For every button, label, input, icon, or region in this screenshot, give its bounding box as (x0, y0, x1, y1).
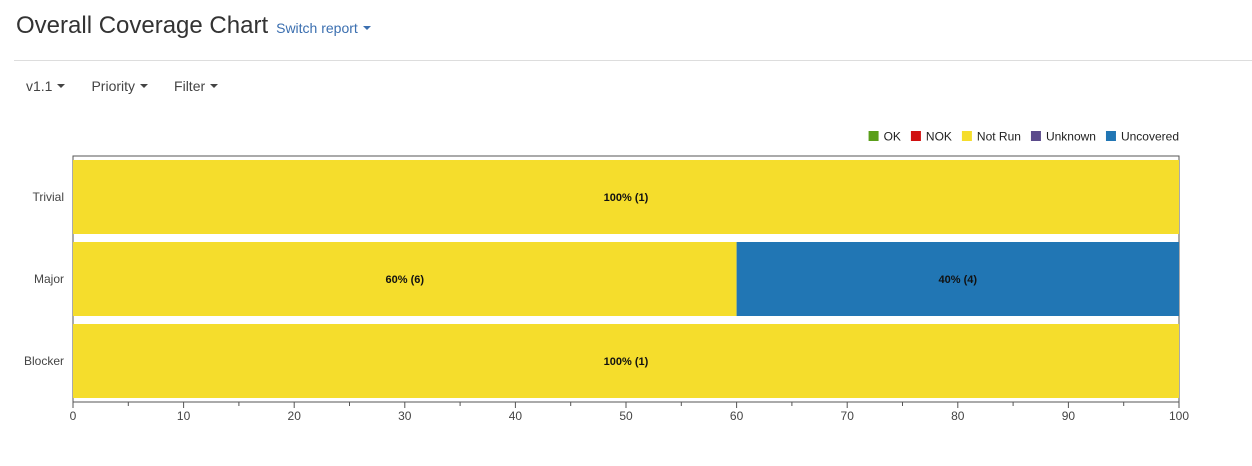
bar-label: 40% (4) (939, 274, 978, 286)
legend-swatch (1105, 131, 1116, 141)
x-tick-label: 20 (288, 409, 302, 423)
version-dropdown[interactable]: v1.1 (16, 76, 75, 96)
category-label: Blocker (24, 354, 64, 368)
bar-segment[interactable] (736, 242, 1179, 316)
bar-segment[interactable] (73, 324, 1179, 398)
x-tick-label: 70 (841, 409, 855, 423)
legend-swatch (910, 131, 921, 141)
bar-segment[interactable] (73, 242, 737, 316)
header-divider (14, 60, 1252, 61)
x-tick-label: 90 (1062, 409, 1076, 423)
x-tick-label: 50 (619, 409, 633, 423)
caret-down-icon (140, 84, 149, 88)
legend-entry: Uncovered (1121, 130, 1179, 144)
version-label: v1.1 (26, 78, 53, 94)
bar-label: 100% (1) (604, 192, 649, 204)
legend-entry: Unknown (1046, 130, 1096, 144)
legend-entry: OK (884, 130, 901, 144)
coverage-chart: 100% (1) Trivial 60% (6) 40% (4) Major 100% (… (24, 130, 1189, 424)
page-header: Overall Coverage Chart Switch report (16, 12, 371, 40)
legend-swatch (1030, 131, 1041, 141)
legend-entry: Not Run (977, 130, 1021, 144)
caret-down-icon (57, 84, 66, 88)
switch-report-dropdown[interactable]: Switch report (276, 20, 371, 36)
filter-label: Filter (174, 78, 206, 94)
bar-label: 60% (6) (386, 274, 425, 286)
caret-down-icon (362, 26, 371, 30)
x-tick-label: 30 (398, 409, 412, 423)
x-tick-label: 100 (1169, 409, 1189, 423)
filter-dropdown[interactable]: Filter (164, 76, 228, 96)
legend-swatch (961, 131, 972, 141)
category-label: Trivial (32, 190, 64, 204)
bar-label: 100% (1) (604, 356, 649, 368)
caret-down-icon (210, 84, 219, 88)
switch-report-label: Switch report (276, 20, 358, 36)
category-label: Major (34, 272, 64, 286)
x-tick-label: 60 (730, 409, 744, 423)
legend-entry: NOK (926, 130, 952, 144)
legend-swatch (868, 131, 879, 141)
priority-dropdown[interactable]: Priority (81, 76, 158, 96)
x-tick-label: 40 (509, 409, 523, 423)
bar-segment[interactable] (73, 160, 1179, 234)
x-tick-label: 80 (951, 409, 965, 423)
x-tick-label: 0 (70, 409, 77, 423)
x-tick-label: 10 (177, 409, 191, 423)
page-title: Overall Coverage Chart (16, 12, 269, 39)
priority-label: Priority (91, 78, 136, 94)
filter-toolbar: v1.1 Priority Filter (16, 76, 234, 96)
